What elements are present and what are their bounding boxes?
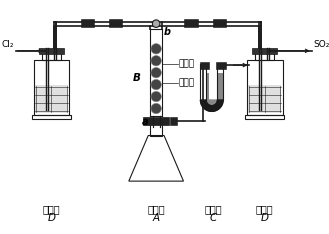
Bar [252, 48, 277, 54]
Bar [143, 117, 169, 125]
Text: D: D [47, 213, 56, 223]
Bar [34, 60, 69, 115]
Text: A: A [153, 213, 160, 223]
Text: b: b [164, 27, 171, 37]
Bar [199, 62, 209, 69]
Text: 浓硫酸: 浓硫酸 [256, 205, 273, 214]
Circle shape [151, 67, 161, 78]
Bar [216, 62, 226, 69]
Text: D: D [261, 213, 268, 223]
Bar [217, 73, 223, 100]
Text: a: a [142, 117, 149, 127]
Bar [150, 123, 162, 135]
Polygon shape [200, 100, 223, 111]
Text: Cl₂: Cl₂ [1, 40, 14, 49]
Text: 浓硫酸: 浓硫酸 [43, 205, 60, 214]
Bar [109, 19, 122, 27]
Text: 收集器: 收集器 [147, 205, 165, 214]
Text: C: C [210, 213, 217, 223]
Text: 玻璃棉: 玻璃棉 [179, 79, 195, 88]
Bar [42, 52, 61, 60]
Circle shape [151, 79, 161, 90]
Bar [213, 19, 226, 27]
Bar [206, 73, 209, 100]
Circle shape [151, 44, 161, 54]
Bar [32, 115, 71, 119]
Bar [247, 60, 283, 115]
Bar [245, 115, 284, 119]
Text: SO₂: SO₂ [314, 40, 329, 49]
Bar [39, 48, 63, 54]
Text: B: B [133, 73, 141, 83]
Bar [81, 19, 94, 27]
Bar [35, 85, 68, 113]
Text: 碱石灰: 碱石灰 [205, 205, 222, 214]
Circle shape [151, 103, 161, 114]
Bar [185, 19, 198, 27]
Polygon shape [206, 100, 217, 106]
Bar [170, 117, 177, 125]
Circle shape [151, 91, 161, 102]
Circle shape [151, 55, 161, 66]
Bar [255, 52, 274, 60]
Bar [248, 85, 281, 113]
Circle shape [152, 20, 160, 27]
Text: 活性炭: 活性炭 [179, 60, 195, 69]
